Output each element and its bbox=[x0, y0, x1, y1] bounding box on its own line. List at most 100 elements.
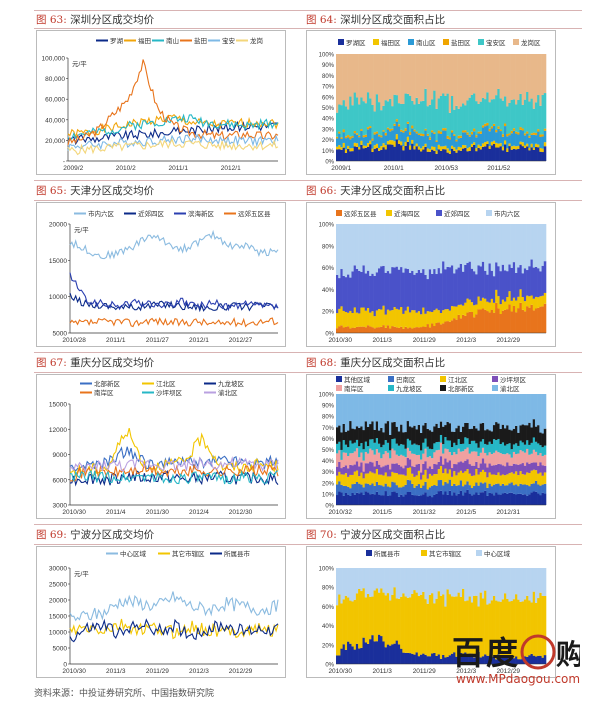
stack-segment bbox=[466, 469, 469, 482]
stack-segment bbox=[526, 143, 529, 147]
stack-segment bbox=[528, 444, 531, 455]
stack-segment bbox=[431, 323, 434, 333]
stack-segment bbox=[422, 494, 425, 505]
stack-segment bbox=[453, 431, 456, 443]
stack-segment bbox=[439, 480, 443, 491]
stack-segment bbox=[413, 425, 416, 444]
stack-segment bbox=[484, 590, 487, 655]
stack-segment bbox=[384, 451, 388, 466]
stack-segment bbox=[435, 655, 438, 664]
stack-segment bbox=[395, 568, 399, 599]
stack-segment bbox=[495, 600, 498, 660]
stack-segment bbox=[457, 448, 461, 463]
stack-segment bbox=[530, 462, 534, 471]
series-line bbox=[69, 469, 279, 485]
x-tick-label: 2010/30 bbox=[328, 337, 352, 344]
stack-segment bbox=[481, 261, 485, 298]
y-tick-label: 30% bbox=[322, 127, 335, 133]
stack-segment bbox=[406, 652, 410, 664]
stack-segment bbox=[521, 273, 525, 297]
stack-segment bbox=[528, 135, 531, 138]
stack-segment bbox=[488, 302, 492, 313]
stack-segment bbox=[382, 568, 385, 593]
legend-swatch bbox=[492, 385, 498, 391]
stack-segment bbox=[375, 588, 379, 642]
stack-segment bbox=[426, 311, 430, 325]
stack-segment bbox=[351, 453, 354, 466]
stack-segment bbox=[504, 454, 507, 467]
stack-segment bbox=[455, 656, 458, 664]
stack-segment bbox=[523, 568, 527, 600]
legend-swatch bbox=[338, 39, 344, 45]
series-line bbox=[69, 456, 279, 474]
stack-segment bbox=[435, 323, 438, 333]
stack-segment bbox=[406, 54, 410, 94]
stack-segment bbox=[413, 54, 416, 105]
stack-segment bbox=[424, 469, 427, 482]
stack-segment bbox=[488, 224, 492, 264]
stack-segment bbox=[481, 483, 485, 493]
stack-segment bbox=[428, 327, 432, 333]
unit-label: 元/平 bbox=[74, 570, 89, 578]
stack-segment bbox=[462, 588, 465, 654]
stack-segment bbox=[464, 105, 467, 131]
stack-segment bbox=[492, 312, 496, 333]
stack-segment bbox=[444, 657, 447, 664]
stack-segment bbox=[397, 445, 401, 456]
stack-segment bbox=[384, 314, 388, 328]
stack-segment bbox=[340, 648, 343, 664]
stack-segment bbox=[373, 275, 377, 317]
stack-segment bbox=[455, 596, 458, 657]
stack-segment bbox=[351, 312, 354, 328]
stack-segment bbox=[444, 224, 447, 270]
stack-segment bbox=[468, 568, 472, 597]
stack-segment bbox=[435, 485, 438, 494]
stack-segment bbox=[404, 494, 408, 505]
stack-segment bbox=[477, 568, 480, 607]
stack-segment bbox=[420, 394, 423, 433]
stack-segment bbox=[530, 492, 534, 505]
stack-segment bbox=[408, 54, 412, 96]
legend-label: 盐田 bbox=[194, 36, 207, 45]
stack-segment bbox=[384, 224, 388, 273]
legend-swatch bbox=[408, 39, 414, 45]
x-tick-label: 2009/2 bbox=[63, 165, 83, 172]
stack-segment bbox=[481, 492, 485, 505]
stack-segment bbox=[534, 308, 538, 333]
stack-segment bbox=[468, 473, 472, 486]
y-tick-label: 0 bbox=[63, 662, 67, 669]
stack-segment bbox=[497, 472, 500, 484]
y-tick-label: 30% bbox=[322, 470, 335, 476]
stack-segment bbox=[455, 319, 458, 333]
stack-segment bbox=[386, 593, 390, 645]
stack-segment bbox=[400, 326, 403, 333]
stack-segment bbox=[497, 54, 500, 89]
stack-segment bbox=[395, 394, 399, 427]
stack-segment bbox=[422, 133, 425, 137]
stack-segment bbox=[537, 297, 540, 308]
stack-segment bbox=[417, 135, 421, 147]
y-tick-label: 70% bbox=[322, 426, 335, 432]
y-tick-label: 0% bbox=[325, 332, 334, 338]
stack-segment bbox=[424, 394, 427, 423]
stack-segment bbox=[340, 105, 343, 138]
stack-segment bbox=[541, 295, 545, 307]
stack-segment bbox=[523, 394, 527, 426]
stack-segment bbox=[475, 151, 478, 161]
stack-segment bbox=[408, 95, 412, 132]
stack-segment bbox=[523, 484, 527, 495]
stack-segment bbox=[477, 309, 480, 333]
stack-segment bbox=[510, 482, 514, 493]
stack-segment bbox=[404, 141, 408, 146]
stack-segment bbox=[439, 146, 443, 151]
stack-segment bbox=[508, 429, 511, 444]
stack-segment bbox=[492, 394, 496, 426]
stack-segment bbox=[499, 568, 503, 602]
stack-segment bbox=[336, 138, 339, 147]
stack-segment bbox=[475, 653, 478, 664]
stack-segment bbox=[408, 327, 412, 333]
stack-segment bbox=[464, 145, 467, 148]
stack-segment bbox=[446, 321, 450, 333]
stack-segment bbox=[543, 146, 547, 161]
stack-segment bbox=[424, 568, 427, 600]
